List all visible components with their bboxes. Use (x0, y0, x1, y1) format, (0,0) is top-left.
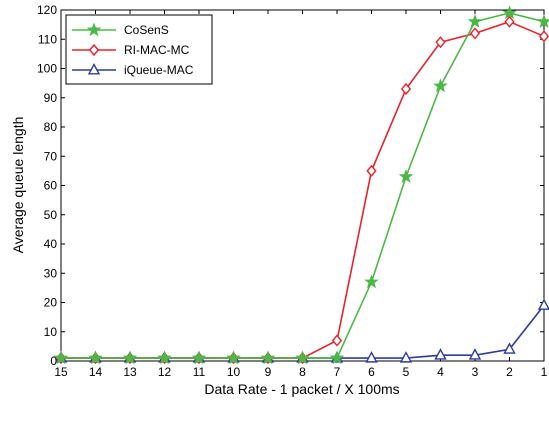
data-point (366, 164, 377, 177)
y-axis: 0 10 20 30 40 50 60 70 80 90 100 110 120 (37, 3, 544, 368)
data-point (433, 78, 448, 93)
x-tick-label: 12 (158, 365, 172, 379)
data-point (469, 27, 481, 40)
legend: CoSenS RI-MAC-MC iQueue-MAC (65, 14, 213, 85)
x-tick-label: 14 (89, 365, 103, 379)
x-tick-label: 7 (334, 365, 341, 379)
data-point (122, 350, 138, 365)
legend-label: RI-MAC-MC (124, 43, 190, 57)
x-tick-label: 15 (54, 365, 68, 379)
y-tick-label: 0 (50, 354, 57, 368)
x-tick-label: 8 (299, 365, 306, 379)
y-tick-label: 70 (44, 149, 58, 163)
y-tick-label: 30 (44, 266, 58, 280)
data-point (467, 14, 483, 28)
x-tick-label: 13 (123, 365, 137, 379)
data-point (434, 348, 447, 360)
legend-marker-diamond (88, 43, 100, 57)
y-tick-label: 40 (44, 237, 58, 251)
data-point (468, 348, 482, 360)
x-tick-label: 11 (193, 365, 206, 379)
data-point (504, 15, 515, 28)
legend-marker-star (86, 22, 102, 37)
x-tick-label: 5 (403, 365, 410, 379)
x-tick-label: 4 (437, 365, 444, 379)
data-point (538, 30, 549, 43)
y-tick-label: 80 (44, 120, 58, 134)
x-axis-title: Data Rate - 1 packet / X 100ms (204, 381, 399, 397)
data-point (364, 274, 379, 289)
x-tick-label: 10 (227, 365, 241, 379)
y-tick-label: 60 (44, 179, 58, 193)
y-tick-label: 90 (44, 91, 58, 105)
x-tick-label: 1 (541, 365, 548, 379)
data-point (365, 351, 378, 363)
data-point (53, 350, 69, 365)
data-point (191, 350, 207, 365)
y-tick-label: 110 (38, 32, 57, 46)
data-point (398, 169, 414, 183)
legend-marker-triangle (87, 63, 101, 75)
data-point (537, 298, 549, 310)
y-tick-label: 10 (44, 325, 58, 339)
data-point (88, 350, 103, 365)
series-cosens (53, 5, 549, 365)
data-point (502, 5, 517, 20)
legend-label: iQueue-MAC (124, 63, 194, 77)
data-point (331, 334, 343, 347)
y-tick-label: 50 (44, 208, 58, 222)
x-tick-label: 6 (368, 365, 375, 379)
y-tick-label: 100 (37, 62, 57, 76)
y-tick-label: 20 (44, 296, 58, 310)
x-tick-label: 3 (472, 365, 479, 379)
x-tick-label: 9 (265, 365, 272, 379)
y-tick-label: 120 (37, 3, 57, 17)
data-point (400, 82, 412, 96)
data-point (260, 350, 276, 365)
data-point (295, 350, 310, 365)
data-point (157, 350, 172, 365)
series-layer (53, 5, 549, 365)
data-point (226, 350, 241, 365)
legend-label: CoSenS (124, 23, 169, 37)
data-point (435, 36, 446, 49)
data-point (503, 342, 516, 354)
x-tick-label: 2 (506, 365, 513, 379)
data-point (399, 351, 413, 363)
x-axis: 15 14 13 12 11 10 9 8 7 6 5 4 3 2 1 (54, 10, 548, 379)
y-axis-title: Average queue length (10, 117, 26, 254)
data-point (329, 350, 345, 365)
